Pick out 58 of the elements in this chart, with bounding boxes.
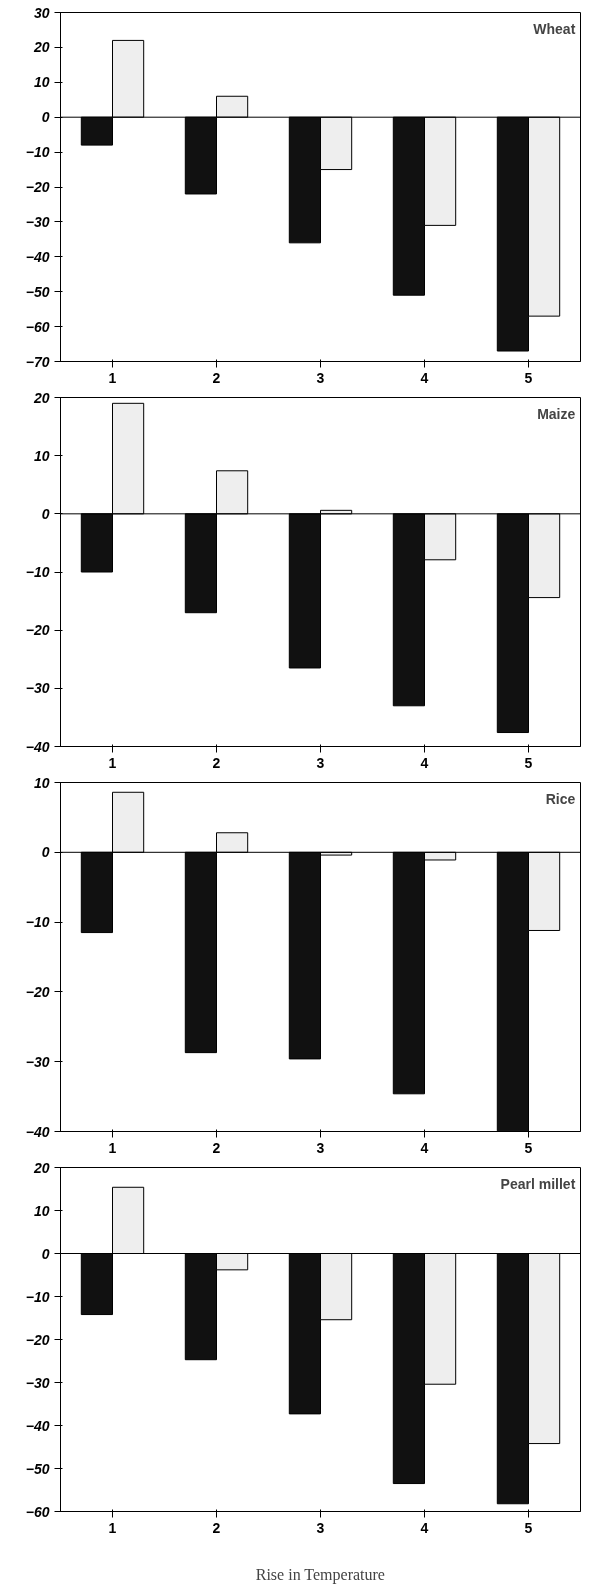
y-tick-label: −10: [25, 914, 50, 931]
y-tick-label: −20: [25, 1331, 50, 1348]
x-tick-label: 2: [212, 1139, 221, 1156]
y-tick-label: 10: [33, 1202, 50, 1219]
x-tick-label: 3: [316, 1519, 325, 1536]
y-tick-label: −40: [25, 738, 50, 755]
x-tick-label: 2: [212, 1519, 221, 1536]
x-tick-label: 5: [524, 754, 533, 771]
y-tick-label: 0: [41, 505, 50, 522]
y-tick-label: −10: [25, 564, 50, 580]
y-tick-label: −10: [25, 1288, 50, 1305]
x-tick-label: 3: [316, 1139, 325, 1156]
x-tick-label: 4: [420, 754, 429, 771]
y-tick-label: 0: [41, 109, 50, 126]
x-tick-label: 1: [108, 369, 117, 386]
y-tick-label: 10: [33, 74, 50, 91]
y-tick-label: 20: [32, 1159, 50, 1176]
x-tick-label: 1: [108, 754, 117, 771]
text: Wheat: [533, 20, 576, 37]
x-axis-title: Rise in Temperature: [255, 1565, 385, 1584]
y-tick-label: 10: [33, 447, 50, 464]
y-tick-label: 20: [32, 389, 50, 406]
y-tick-label: −60: [25, 318, 50, 335]
y-tick-label: −50: [25, 1460, 50, 1477]
y-tick-label: −10: [25, 144, 50, 161]
y-tick-label: −40: [25, 1417, 50, 1434]
x-tick-label: 1: [108, 1139, 117, 1156]
y-tick-label: −20: [25, 622, 50, 639]
y-tick-label: 20: [32, 39, 50, 56]
x-tick-label: 2: [212, 754, 221, 771]
x-tick-label: 5: [524, 1139, 533, 1156]
text: Rice: [545, 790, 576, 807]
x-tick-label: 4: [420, 1519, 429, 1536]
y-tick-label: −70: [25, 353, 50, 370]
x-tick-label: 1: [108, 1519, 117, 1536]
x-tick-label: 4: [420, 1139, 429, 1156]
y-tick-label: −30: [25, 680, 50, 697]
y-tick-label: −30: [25, 1374, 50, 1391]
y-tick-label: −40: [25, 1123, 50, 1140]
y-tick-label: 10: [33, 774, 50, 791]
y-tick-label: 30: [33, 4, 50, 21]
text: Maize: [537, 405, 576, 422]
text: Pearl millet: [500, 1175, 576, 1192]
x-tick-label: 5: [524, 1519, 533, 1536]
x-tick-label: 5: [524, 369, 533, 386]
x-tick-label: 3: [316, 754, 325, 771]
y-tick-label: 0: [41, 844, 50, 861]
x-tick-label: 4: [420, 369, 429, 386]
y-tick-label: −40: [25, 248, 50, 265]
y-tick-label: −20: [25, 983, 50, 1000]
x-tick-label: 3: [316, 369, 325, 386]
y-tick-label: −60: [25, 1503, 50, 1520]
y-tick-label: −20: [25, 179, 50, 195]
y-tick-label: −30: [25, 1053, 50, 1070]
x-tick-label: 2: [212, 369, 221, 386]
y-tick-label: 0: [41, 1245, 50, 1262]
y-tick-label: −30: [25, 213, 50, 230]
y-tick-label: −50: [25, 283, 50, 300]
